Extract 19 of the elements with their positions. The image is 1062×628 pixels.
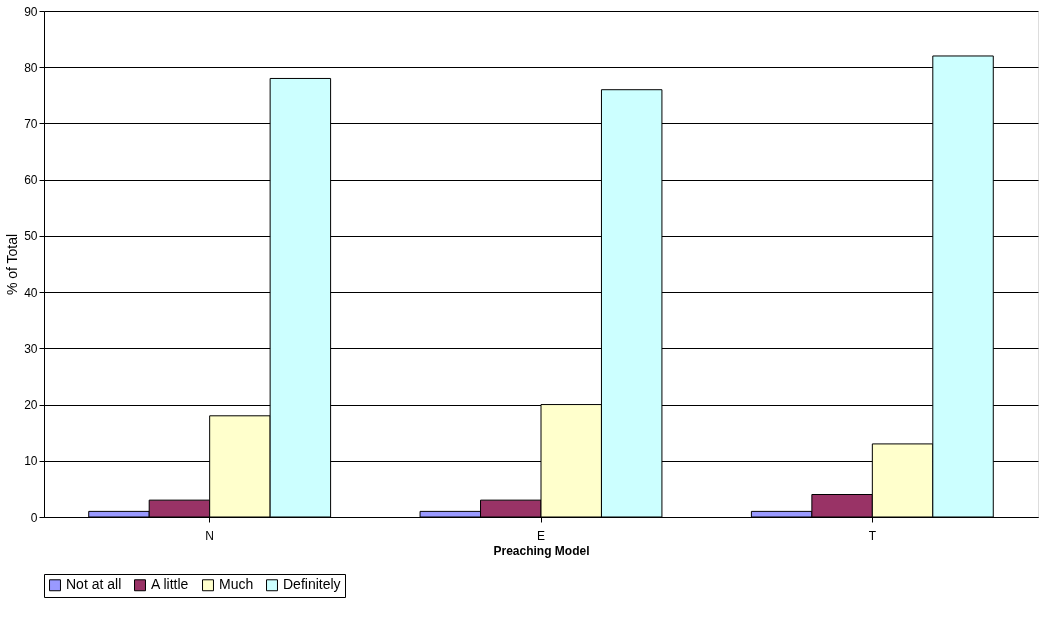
- x-tick-label: T: [868, 528, 877, 543]
- legend-label: Definitely: [283, 576, 341, 593]
- y-tick-label: 40: [24, 285, 38, 300]
- y-tick-label: 80: [24, 60, 38, 75]
- legend-label: Not at all: [66, 576, 122, 593]
- x-axis-title: Preaching Model: [493, 543, 590, 558]
- x-tick-label: N: [205, 528, 214, 543]
- y-tick-label: 0: [30, 510, 38, 525]
- y-tick-label: 50: [24, 229, 38, 244]
- y-tick-label: 60: [24, 173, 38, 188]
- legend-label: A little: [151, 576, 189, 593]
- y-tick-label: 70: [24, 116, 38, 131]
- y-axis-title: % of Total: [4, 233, 21, 296]
- y-tick-label: 10: [24, 454, 38, 469]
- x-tick-label: E: [536, 528, 546, 543]
- y-tick-label: 90: [24, 4, 38, 19]
- y-tick-label: 30: [24, 341, 38, 356]
- legend-label: Much: [219, 576, 254, 593]
- y-tick-label: 20: [24, 398, 38, 413]
